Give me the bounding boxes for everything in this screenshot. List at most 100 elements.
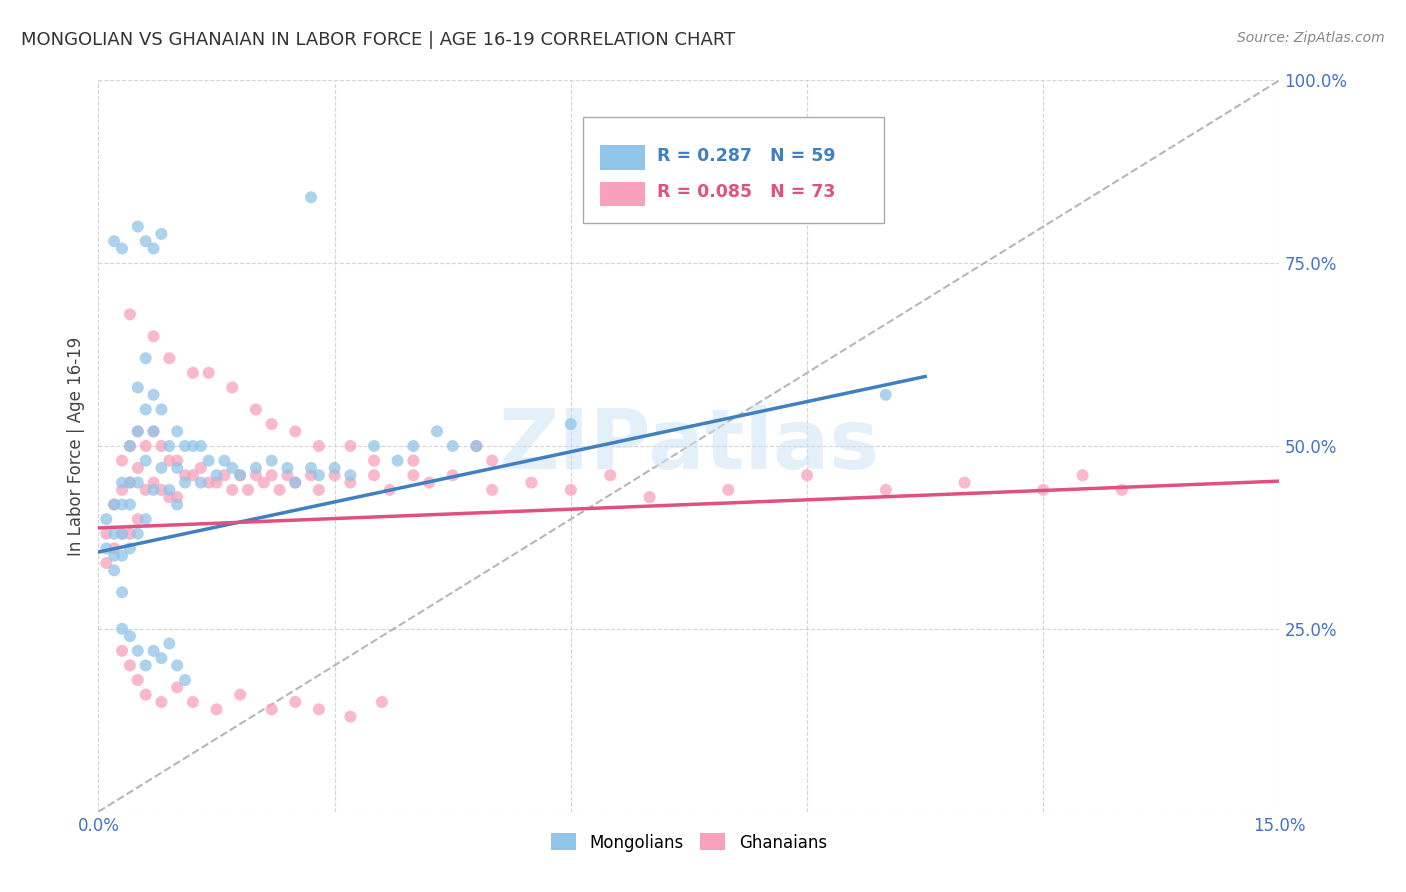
Point [111, 498, 134, 512]
Point [127, 644, 149, 658]
Text: MONGOLIAN VS GHANAIAN IN LABOR FORCE | AGE 16-19 CORRELATION CHART: MONGOLIAN VS GHANAIAN IN LABOR FORCE | A… [21, 31, 735, 49]
Point [308, 483, 330, 497]
Point [135, 512, 157, 526]
Point [166, 658, 188, 673]
Point [111, 453, 134, 467]
Point [166, 453, 188, 467]
Point [441, 468, 464, 483]
Point [299, 468, 322, 483]
Point [260, 468, 283, 483]
Point [363, 439, 385, 453]
Point [103, 234, 125, 248]
Point [166, 681, 188, 695]
Point [166, 461, 188, 475]
Point [323, 461, 346, 475]
Text: ZIPatlas: ZIPatlas [499, 406, 879, 486]
Point [339, 475, 361, 490]
Point [157, 453, 180, 467]
Point [127, 425, 149, 439]
Point [245, 468, 267, 483]
Point [150, 461, 173, 475]
Point [308, 439, 330, 453]
Point [103, 541, 125, 556]
Point [103, 526, 125, 541]
Point [96, 512, 118, 526]
Point [214, 468, 236, 483]
Point [229, 468, 252, 483]
Point [142, 425, 165, 439]
Point [181, 366, 204, 380]
Point [181, 468, 204, 483]
Point [96, 541, 118, 556]
Text: R = 0.085   N = 73: R = 0.085 N = 73 [657, 183, 835, 202]
Point [111, 549, 134, 563]
Point [135, 402, 157, 417]
Point [481, 453, 503, 467]
Point [481, 483, 503, 497]
Point [205, 475, 228, 490]
Point [166, 498, 188, 512]
Point [181, 439, 204, 453]
Point [135, 234, 157, 248]
Point [953, 475, 976, 490]
Point [166, 490, 188, 504]
Point [150, 402, 173, 417]
Point [111, 526, 134, 541]
Point [111, 526, 134, 541]
Point [190, 475, 212, 490]
Point [284, 425, 307, 439]
Point [118, 526, 141, 541]
Point [103, 498, 125, 512]
Point [190, 461, 212, 475]
Text: R = 0.287   N = 59: R = 0.287 N = 59 [657, 146, 835, 165]
Point [150, 695, 173, 709]
Point [465, 439, 488, 453]
Point [387, 453, 409, 467]
Point [142, 483, 165, 497]
Point [1071, 468, 1094, 483]
Point [205, 468, 228, 483]
Point [127, 461, 149, 475]
Point [229, 688, 252, 702]
Point [363, 453, 385, 467]
Point [111, 483, 134, 497]
Point [135, 688, 157, 702]
Point [441, 439, 464, 453]
Point [1111, 483, 1133, 497]
Point [142, 329, 165, 343]
Bar [600, 145, 645, 169]
Point [339, 468, 361, 483]
Point [197, 453, 219, 467]
Point [560, 483, 582, 497]
Point [717, 483, 740, 497]
Point [402, 468, 425, 483]
Point [221, 483, 243, 497]
Point [150, 483, 173, 497]
Point [308, 468, 330, 483]
Point [276, 461, 298, 475]
Point [142, 242, 165, 256]
Point [299, 190, 322, 204]
Point [214, 453, 236, 467]
Point [260, 702, 283, 716]
Point [118, 629, 141, 643]
Point [118, 439, 141, 453]
Point [229, 468, 252, 483]
Point [174, 475, 197, 490]
Point [135, 483, 157, 497]
Point [142, 425, 165, 439]
Point [157, 351, 180, 366]
Point [197, 475, 219, 490]
Point [127, 219, 149, 234]
Point [127, 526, 149, 541]
Point [465, 439, 488, 453]
Point [96, 556, 118, 570]
Point [284, 475, 307, 490]
Point [135, 453, 157, 467]
Point [560, 417, 582, 431]
Point [181, 695, 204, 709]
Point [127, 512, 149, 526]
Point [118, 475, 141, 490]
Point [190, 439, 212, 453]
Point [245, 402, 267, 417]
